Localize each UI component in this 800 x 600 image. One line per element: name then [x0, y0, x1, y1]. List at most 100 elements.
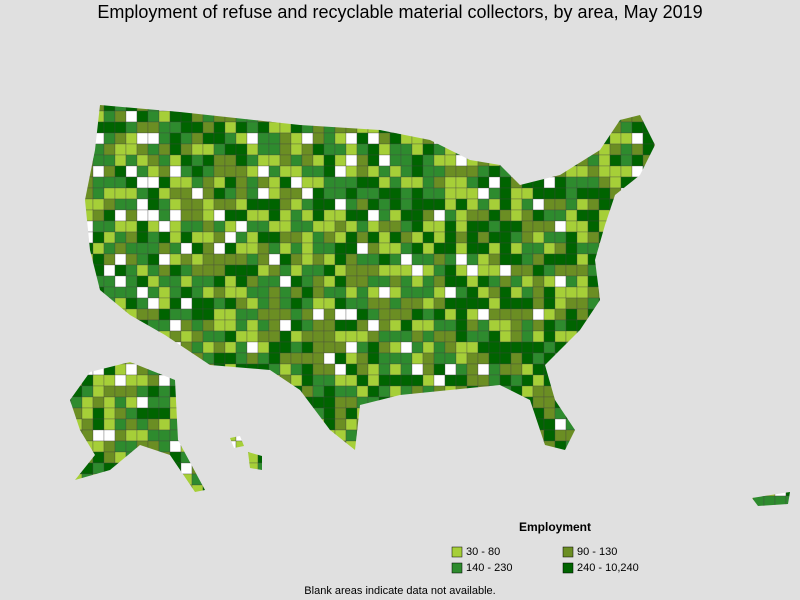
map-area [92, 209, 105, 222]
map-area [323, 473, 336, 486]
map-area [213, 341, 226, 354]
map-area [488, 495, 501, 506]
map-area [741, 220, 754, 233]
map-area [587, 110, 600, 123]
map-area [81, 121, 94, 134]
map-area [125, 352, 138, 365]
map-area [378, 297, 391, 310]
map-area [488, 187, 501, 200]
map-area [235, 352, 248, 365]
map-area [653, 143, 666, 156]
map-area [400, 220, 413, 233]
map-area [785, 440, 790, 453]
map-area [433, 462, 446, 475]
map-area [620, 264, 633, 277]
map-area [148, 507, 159, 518]
map-area [785, 132, 790, 145]
map-area [257, 198, 270, 211]
map-area [411, 374, 424, 387]
map-area [532, 451, 545, 464]
map-area [378, 154, 391, 167]
map-area [312, 286, 325, 299]
map-area [587, 462, 600, 475]
map-area [290, 308, 303, 321]
map-area [70, 352, 83, 365]
map-area [598, 319, 611, 332]
map-area [785, 275, 790, 288]
map-area [279, 341, 292, 354]
map-area [708, 484, 721, 497]
map-area [169, 121, 182, 134]
map-area [653, 374, 666, 387]
map-area [675, 297, 688, 310]
map-area [356, 297, 369, 310]
map-area [356, 165, 369, 178]
map-area [378, 352, 391, 365]
map-area [521, 440, 534, 453]
map-area [631, 451, 644, 464]
map-area [565, 308, 578, 321]
map-area [686, 297, 699, 310]
map-area [499, 374, 512, 387]
map-area [609, 105, 622, 112]
map-area [466, 363, 479, 376]
map-area [521, 242, 534, 255]
map-area [202, 264, 215, 277]
map-area [752, 308, 765, 321]
map-area [697, 187, 710, 200]
map-area [763, 209, 776, 222]
map-area [367, 297, 380, 310]
map-area [433, 110, 446, 123]
map-area [235, 484, 248, 497]
map-area [488, 385, 501, 398]
map-area [378, 165, 391, 178]
map-area [114, 242, 127, 255]
map-area [411, 198, 424, 211]
map-area [565, 286, 578, 299]
map-area [158, 253, 171, 266]
map-area [191, 110, 204, 123]
map-area [488, 462, 501, 475]
map-area [246, 297, 259, 310]
map-area [697, 429, 710, 442]
map-area [125, 462, 138, 475]
map-area [576, 220, 589, 233]
map-area [510, 132, 523, 145]
map-area [279, 352, 292, 365]
map-area [356, 105, 369, 112]
map-area [202, 165, 215, 178]
map-area [752, 264, 765, 277]
map-area [301, 105, 314, 112]
map-area [301, 198, 314, 211]
map-area [323, 396, 336, 409]
map-area [213, 396, 226, 409]
map-area [136, 330, 149, 343]
map-area [147, 253, 160, 266]
map-area [774, 429, 787, 442]
map-area [675, 330, 688, 343]
map-area [598, 396, 611, 409]
map-area [653, 264, 666, 277]
map-area [785, 297, 790, 310]
map-area [675, 143, 688, 156]
map-area [554, 176, 567, 189]
map-area [81, 462, 94, 475]
map-area [290, 363, 303, 376]
legend-label: 240 - 10,240 [577, 562, 639, 574]
map-area [158, 473, 171, 486]
map-area [378, 407, 391, 420]
map-area [323, 319, 336, 332]
map-area [180, 231, 193, 244]
map-area [81, 105, 94, 112]
map-area [653, 176, 666, 189]
map-area [136, 264, 149, 277]
map-area [323, 165, 336, 178]
map-area [587, 105, 600, 112]
map-area [389, 407, 402, 420]
map-area [741, 385, 754, 398]
map-area [235, 121, 248, 134]
map-area [477, 220, 490, 233]
map-area [147, 105, 160, 112]
map-area [664, 286, 677, 299]
map-area [433, 297, 446, 310]
